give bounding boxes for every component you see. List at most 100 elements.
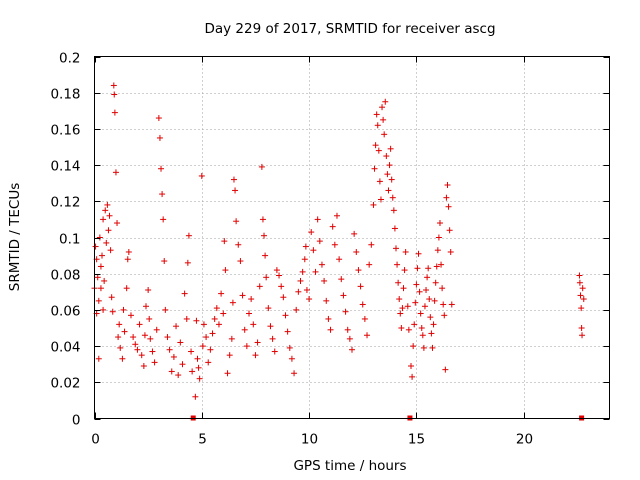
data-point xyxy=(321,277,328,284)
data-point xyxy=(195,364,202,371)
x-tick-label: 5 xyxy=(198,432,207,448)
data-point xyxy=(164,334,171,341)
data-point xyxy=(351,230,358,237)
data-point xyxy=(318,261,325,268)
axis-ticks xyxy=(94,56,610,420)
y-tick-label: 0.06 xyxy=(50,304,80,320)
data-point xyxy=(336,256,343,263)
data-point xyxy=(577,292,584,299)
data-point xyxy=(158,165,165,172)
data-point xyxy=(94,274,101,281)
data-point xyxy=(116,321,123,328)
data-point xyxy=(179,361,186,368)
data-point xyxy=(168,368,175,375)
data-point xyxy=(578,325,585,331)
data-point xyxy=(446,227,453,234)
data-point xyxy=(299,268,306,275)
data-point xyxy=(578,305,585,312)
data-point xyxy=(388,176,395,183)
data-point xyxy=(395,279,402,286)
data-point xyxy=(342,308,349,315)
x-tick-label: 20 xyxy=(516,432,533,448)
data-point xyxy=(415,250,422,257)
data-point xyxy=(160,216,167,223)
data-point xyxy=(221,238,228,245)
data-point xyxy=(576,279,583,286)
x-axis-label: GPS time / hours xyxy=(293,458,406,474)
data-point xyxy=(436,220,443,227)
data-point xyxy=(109,308,116,315)
y-tick-labels: 0 0.02 0.04 0.06 0.08 0.1 0.12 0.14 0.16 0.18 0.2 xyxy=(50,51,80,429)
data-point xyxy=(357,283,364,290)
data-point xyxy=(448,301,455,308)
data-point xyxy=(235,241,242,248)
data-point xyxy=(175,372,182,379)
data-point xyxy=(387,145,394,152)
data-point xyxy=(261,232,268,239)
data-point xyxy=(429,344,436,351)
data-point xyxy=(375,147,382,154)
data-point xyxy=(271,348,278,355)
data-point xyxy=(104,201,111,208)
data-point xyxy=(303,286,310,293)
grid-lines xyxy=(94,56,610,419)
data-point xyxy=(323,297,330,304)
data-point xyxy=(438,261,445,268)
data-point xyxy=(396,296,403,303)
y-tick-label: 0.18 xyxy=(50,87,80,103)
data-point xyxy=(433,263,440,270)
data-point xyxy=(420,344,427,351)
data-point xyxy=(441,312,448,319)
data-point xyxy=(103,239,110,246)
data-point xyxy=(379,104,386,111)
data-point xyxy=(349,346,355,353)
data-point xyxy=(394,261,401,268)
data-point xyxy=(408,363,415,370)
data-point xyxy=(306,296,313,303)
data-point xyxy=(97,263,104,270)
data-point xyxy=(423,286,430,293)
data-point xyxy=(419,332,426,339)
data-point xyxy=(444,182,451,189)
data-point xyxy=(327,326,334,333)
data-point xyxy=(124,256,131,263)
data-point xyxy=(166,346,173,353)
data-point xyxy=(435,234,442,241)
data-point xyxy=(200,321,207,328)
data-point xyxy=(425,265,432,272)
data-point xyxy=(325,315,332,322)
data-point xyxy=(205,359,212,366)
data-point xyxy=(141,332,148,339)
data-point xyxy=(130,334,137,341)
data-point xyxy=(399,305,406,312)
data-point xyxy=(220,310,227,317)
data-point xyxy=(401,267,408,274)
y-tick-label: 0 xyxy=(72,413,81,429)
data-point xyxy=(259,216,266,223)
data-point xyxy=(295,288,302,295)
data-point xyxy=(111,91,118,98)
data-point xyxy=(404,303,411,310)
data-point xyxy=(376,178,383,185)
data-point xyxy=(421,303,428,310)
data-point xyxy=(580,296,587,303)
data-point xyxy=(371,165,378,172)
data-point xyxy=(288,355,295,362)
data-point xyxy=(232,187,239,194)
data-point xyxy=(117,344,124,351)
data-point xyxy=(110,82,117,89)
data-point xyxy=(397,310,404,317)
data-point xyxy=(426,296,433,303)
data-point xyxy=(138,352,145,359)
data-point xyxy=(392,245,399,252)
data-point xyxy=(385,187,392,194)
data-point xyxy=(434,247,441,254)
data-point xyxy=(183,315,190,322)
data-point xyxy=(382,98,389,105)
data-point xyxy=(331,241,338,248)
data-point xyxy=(102,207,109,214)
data-point xyxy=(233,218,240,225)
data-point xyxy=(254,339,261,346)
data-point xyxy=(383,153,390,160)
data-point xyxy=(101,277,108,284)
